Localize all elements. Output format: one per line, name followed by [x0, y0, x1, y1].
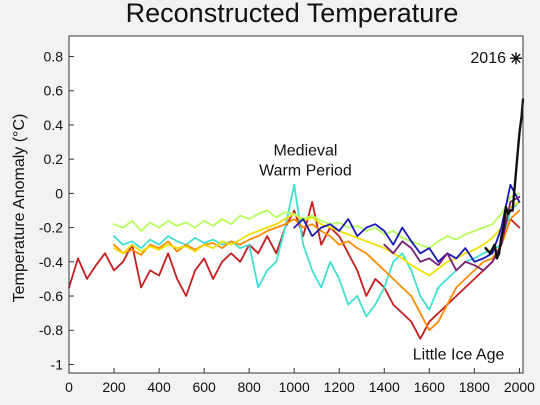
- x-tick-label: 1800: [459, 379, 490, 395]
- y-tick-label: 0: [55, 185, 63, 201]
- series-lines: [68, 98, 525, 340]
- annotations: Medieval Warm Period Little Ice Age: [259, 143, 504, 364]
- annotation-text: Little Ice Age: [413, 346, 505, 363]
- x-tick-label: 600: [192, 379, 216, 395]
- series-line-5: [293, 183, 521, 263]
- series-line-1: [113, 183, 521, 318]
- y-tick-label: 0.8: [44, 49, 64, 65]
- y-tick-label: -0.4: [39, 254, 63, 270]
- x-tick-label: 800: [237, 379, 261, 395]
- y-axis: -1 -0.8 -0.6 -0.4 -0.2 0 0.2 0.4 0.6 0.8: [39, 49, 74, 372]
- x-tick-label: 2000: [504, 379, 535, 395]
- y-tick-label: 0.6: [44, 83, 64, 99]
- x-tick-label: 400: [147, 379, 171, 395]
- y-tick-label: -0.2: [39, 220, 63, 236]
- x-tick-label: 1600: [414, 379, 445, 395]
- y-tick-label: 0.4: [44, 117, 64, 133]
- x-tick-label: 1000: [279, 379, 310, 395]
- asterisk-icon: [510, 52, 522, 65]
- y-tick-label: -1: [51, 356, 64, 372]
- annotation-text: Warm Period: [259, 163, 352, 180]
- plot-frame: [68, 35, 524, 374]
- chart-title: Reconstructed Temperature: [126, 0, 459, 28]
- x-tick-label: 200: [102, 379, 126, 395]
- y-tick-label: -0.8: [39, 322, 63, 338]
- x-tick-label: 0: [65, 379, 73, 395]
- marker-2016-label: 2016: [470, 50, 506, 67]
- plot-area: [69, 36, 523, 373]
- x-axis: 0 200 400 600 800 1000 1200 1400 1600 1800 2000: [65, 368, 535, 395]
- series-line-4: [113, 192, 521, 250]
- x-tick-label: 1400: [369, 379, 400, 395]
- series-line-0: [68, 200, 521, 340]
- y-tick-label: -0.6: [39, 288, 63, 304]
- y-axis-label: Temperature Anomaly (°C): [11, 114, 28, 303]
- annotation-text: Medieval: [273, 143, 337, 160]
- marker-2016: 2016: [470, 50, 522, 67]
- x-tick-label: 1200: [324, 379, 355, 395]
- y-tick-label: 0.2: [44, 151, 64, 167]
- series-line-7: [484, 98, 525, 260]
